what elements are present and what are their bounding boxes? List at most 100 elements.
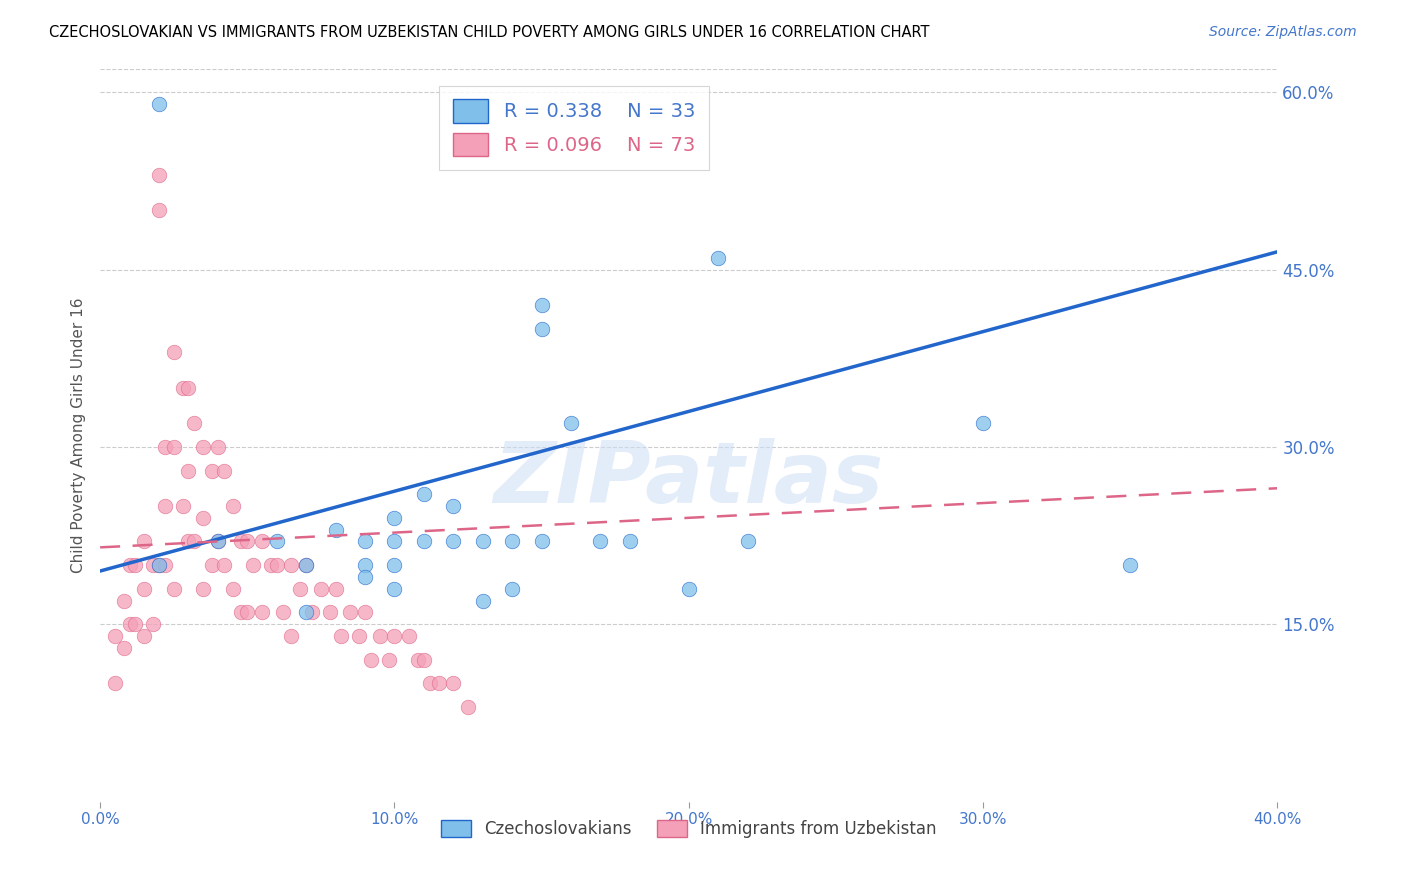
Point (148, 168, 170, 182)
Point (398, 629, 420, 643)
Point (384, 534, 406, 549)
Legend: Czechoslovakians, Immigrants from Uzbekistan: Czechoslovakians, Immigrants from Uzbeki… (434, 813, 943, 845)
Point (153, 440, 176, 454)
Point (441, 676, 464, 690)
Point (280, 558, 302, 573)
Point (191, 582, 214, 596)
Point (163, 345, 186, 359)
Point (501, 582, 523, 596)
Point (589, 534, 612, 549)
Point (153, 499, 176, 513)
Point (707, 251, 730, 265)
Point (250, 606, 273, 620)
Point (384, 629, 406, 643)
Point (354, 558, 377, 573)
Point (201, 558, 224, 573)
Point (118, 558, 141, 573)
Point (148, 97, 170, 112)
Text: CZECHOSLOVAKIAN VS IMMIGRANTS FROM UZBEKISTAN CHILD POVERTY AMONG GIRLS UNDER 16: CZECHOSLOVAKIAN VS IMMIGRANTS FROM UZBEK… (49, 25, 929, 40)
Point (441, 499, 464, 513)
Point (419, 676, 441, 690)
Point (530, 321, 553, 335)
Point (354, 570, 377, 584)
Point (427, 676, 450, 690)
Point (1119, 558, 1142, 573)
Point (737, 534, 759, 549)
Point (295, 606, 318, 620)
Point (148, 203, 170, 218)
Point (280, 629, 302, 643)
Point (172, 381, 194, 395)
Point (530, 534, 553, 549)
Point (118, 617, 141, 632)
Point (124, 617, 146, 632)
Point (163, 440, 186, 454)
Point (412, 534, 434, 549)
Text: ZIPatlas: ZIPatlas (494, 438, 884, 521)
Point (972, 416, 994, 430)
Point (231, 534, 253, 549)
Point (384, 511, 406, 525)
Point (260, 558, 283, 573)
Point (236, 534, 259, 549)
Point (354, 606, 377, 620)
Point (207, 534, 229, 549)
Point (163, 582, 186, 596)
Point (207, 440, 229, 454)
Point (360, 653, 382, 667)
Point (201, 463, 224, 477)
Point (347, 629, 370, 643)
Point (250, 534, 273, 549)
Point (191, 440, 214, 454)
Point (221, 582, 243, 596)
Y-axis label: Child Poverty Among Girls Under 16: Child Poverty Among Girls Under 16 (72, 297, 86, 573)
Point (172, 499, 194, 513)
Point (368, 629, 391, 643)
Point (471, 534, 494, 549)
Point (384, 558, 406, 573)
Point (212, 558, 235, 573)
Point (266, 558, 288, 573)
Point (354, 534, 377, 549)
Point (112, 593, 135, 607)
Point (231, 606, 253, 620)
Point (406, 653, 429, 667)
Point (295, 558, 318, 573)
Point (134, 582, 156, 596)
Point (412, 653, 434, 667)
Point (148, 558, 170, 573)
Text: Source: ZipAtlas.com: Source: ZipAtlas.com (1209, 25, 1357, 39)
Point (412, 487, 434, 501)
Point (183, 534, 205, 549)
Point (384, 582, 406, 596)
Point (134, 629, 156, 643)
Point (309, 582, 332, 596)
Point (104, 629, 127, 643)
Point (271, 606, 294, 620)
Point (678, 582, 700, 596)
Point (560, 416, 582, 430)
Point (153, 558, 176, 573)
Point (295, 558, 318, 573)
Point (501, 534, 523, 549)
Point (339, 606, 361, 620)
Point (177, 463, 200, 477)
Point (212, 463, 235, 477)
Point (325, 582, 347, 596)
Point (221, 499, 243, 513)
Point (471, 593, 494, 607)
Point (330, 629, 353, 643)
Point (177, 534, 200, 549)
Point (104, 676, 127, 690)
Point (266, 534, 288, 549)
Point (457, 700, 479, 714)
Point (124, 558, 146, 573)
Point (530, 298, 553, 312)
Point (191, 511, 214, 525)
Point (619, 534, 641, 549)
Point (318, 606, 340, 620)
Point (301, 606, 323, 620)
Point (290, 582, 312, 596)
Point (177, 381, 200, 395)
Point (142, 558, 165, 573)
